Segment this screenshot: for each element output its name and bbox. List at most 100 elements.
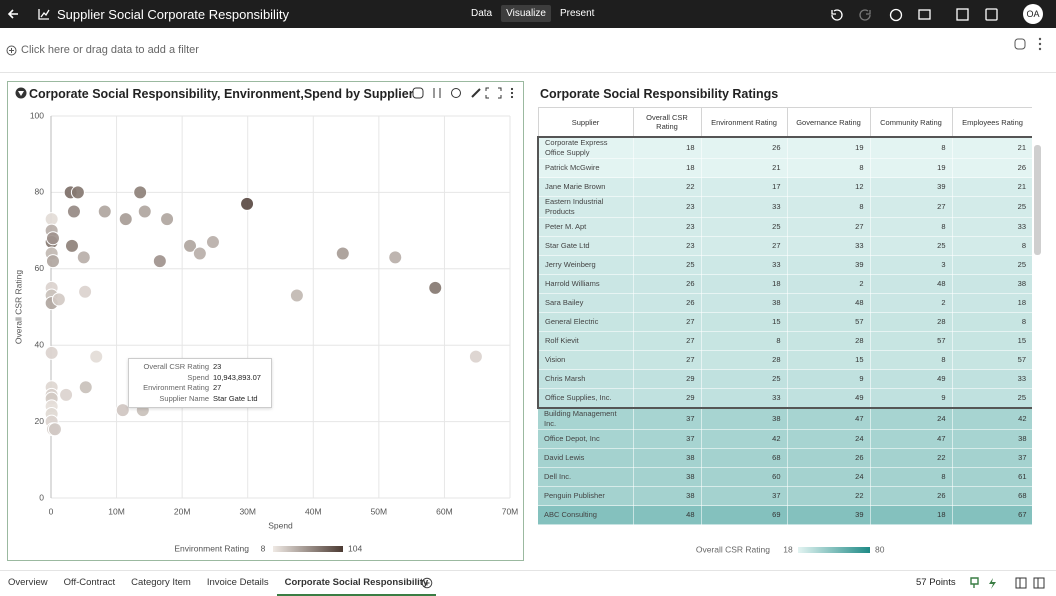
tooltip-row: Overall CSR Rating 23: [129, 362, 271, 373]
table-row[interactable]: Corporate Express Office Supply 18 26 19 8 21: [537, 136, 1032, 159]
legend-gradient: [798, 547, 870, 553]
mode-tab[interactable]: Visualize: [501, 5, 551, 22]
table-row[interactable]: Jerry Weinberg 25 33 39 3 25: [537, 255, 1032, 275]
rating-cell: 9: [787, 369, 871, 389]
table-row[interactable]: Dell Inc. 38 60 24 8 61: [538, 467, 1032, 487]
rating-cell: 17: [701, 177, 788, 197]
rating-cell: 8: [952, 312, 1032, 332]
footer-icons: [970, 577, 1045, 589]
scatter-point: [70, 185, 85, 200]
notes[interactable]: [918, 9, 931, 20]
rating-cell: 38: [952, 274, 1032, 294]
supplier-cell: Harrold Williams: [537, 274, 634, 294]
supplier-cell: Eastern Industrial Products: [537, 196, 634, 218]
rating-cell: 2: [787, 274, 871, 294]
scatter-point: [205, 235, 220, 250]
canvas-tab[interactable]: Overview: [8, 577, 48, 588]
filter-icons: [1014, 37, 1042, 51]
x-tick-label: 10M: [108, 506, 125, 516]
mode-tab[interactable]: Present: [559, 8, 595, 19]
rating-cell: 8: [870, 467, 953, 487]
supplier-cell: Sara Bailey: [537, 293, 634, 313]
table-row[interactable]: Jane Marie Brown 22 17 12 39 21: [537, 177, 1032, 197]
save[interactable]: [985, 8, 998, 21]
table-row[interactable]: Vision 27 28 15 8 57: [537, 350, 1032, 370]
rating-cell: 25: [952, 196, 1032, 218]
scatter-point: [240, 196, 255, 211]
supplier-cell: Jerry Weinberg: [537, 255, 634, 275]
rating-cell: 8: [701, 331, 788, 351]
add-tab[interactable]: [421, 577, 433, 589]
user-avatar[interactable]: OA: [1023, 4, 1043, 24]
table-row[interactable]: Star Gate Ltd 23 27 33 25 8: [537, 236, 1032, 256]
table-row[interactable]: Peter M. Apt 23 25 27 8 33: [537, 217, 1032, 237]
table-row[interactable]: Building Management Inc. 37 38 47 24 42: [538, 408, 1032, 430]
rating-cell: 15: [787, 350, 871, 370]
share[interactable]: [889, 8, 903, 22]
back-button[interactable]: [6, 7, 20, 21]
table-color-legend: Overall CSR Rating 18 80: [696, 544, 885, 554]
scatter-point: [76, 250, 91, 265]
rating-cell: 25: [633, 255, 702, 275]
table-row[interactable]: Harrold Williams 26 18 2 48 38: [537, 274, 1032, 294]
scatter-point: [183, 238, 198, 253]
x-tick-label: 70M: [502, 506, 519, 516]
table-row[interactable]: Office Supplies, Inc. 29 33 49 9 25: [537, 388, 1032, 409]
ratings-table: Supplier Overall CSR Rating Environment Ra…: [537, 107, 1032, 525]
scrollbar[interactable]: [1034, 145, 1041, 255]
rating-cell: 23: [633, 236, 702, 256]
table-row[interactable]: ABC Consulting 48 69 39 18 67: [538, 505, 1032, 525]
canvas-tab[interactable]: Category Item: [131, 577, 191, 588]
rating-cell: 28: [787, 331, 871, 351]
rating-cell: 21: [701, 158, 788, 178]
table-row[interactable]: Office Depot, Inc 37 42 24 47 38: [538, 429, 1032, 449]
supplier-cell: Building Management Inc.: [538, 408, 634, 430]
rating-cell: 39: [787, 255, 871, 275]
rating-cell: 25: [701, 369, 788, 389]
tooltip-label: Environment Rating: [143, 383, 209, 392]
y-tick-label: 60: [35, 263, 45, 273]
table-row[interactable]: David Lewis 38 68 26 22 37: [538, 448, 1032, 468]
export[interactable]: [956, 8, 969, 21]
table-row[interactable]: Sara Bailey 26 38 48 2 18: [537, 293, 1032, 313]
scatter-point: [47, 422, 62, 437]
rating-cell: 37: [701, 486, 788, 506]
legend-max: 80: [875, 544, 885, 554]
mode-tab[interactable]: Data: [471, 8, 493, 19]
mode-tabs: Data Visualize Present: [466, 5, 599, 22]
scatter-point: [468, 349, 483, 364]
supplier-cell: David Lewis: [538, 448, 634, 468]
redo[interactable]: [859, 9, 871, 21]
tooltip-label: Spend: [187, 372, 209, 382]
canvas-tab[interactable]: Off-Contract: [63, 577, 116, 588]
filter-placeholder[interactable]: Click here or drag data to add a filter: [21, 44, 199, 56]
scatter-point: [428, 280, 443, 295]
scatter-point: [51, 292, 66, 307]
rating-cell: 22: [633, 177, 702, 197]
table-row[interactable]: General Electric 27 15 57 28 8: [537, 312, 1032, 332]
add-filter-icon[interactable]: [6, 45, 17, 56]
tooltip-label: Supplier Name: [159, 393, 209, 403]
table-row[interactable]: Rolf Kievit 27 8 28 57 15: [537, 331, 1032, 351]
rating-cell: 22: [870, 448, 953, 468]
rating-cell: 57: [952, 350, 1032, 370]
table-row[interactable]: Penguin Publisher 38 37 22 26 68: [538, 486, 1032, 506]
scatter-point: [45, 231, 60, 246]
rating-cell: 42: [701, 429, 788, 449]
undo[interactable]: [831, 9, 843, 21]
scatter-point: [137, 204, 152, 219]
x-tick-label: 0: [49, 506, 54, 516]
canvas-tab[interactable]: Corporate Social Responsibility: [276, 571, 437, 596]
rating-cell: 61: [952, 467, 1032, 487]
table-row[interactable]: Patrick McGwire 18 21 8 19 26: [537, 158, 1032, 178]
table-row[interactable]: Chris Marsh 29 25 9 49 33: [537, 369, 1032, 389]
table-row[interactable]: Eastern Industrial Products 23 33 8 27 25: [537, 196, 1032, 218]
rating-cell: 28: [701, 350, 788, 370]
scatter-point: [89, 349, 104, 364]
scatter-point: [78, 380, 93, 395]
canvas-tab[interactable]: Invoice Details: [206, 577, 269, 588]
supplier-cell: Patrick McGwire: [537, 158, 634, 178]
scatter-point: [388, 250, 403, 265]
rating-cell: 38: [633, 486, 702, 506]
supplier-cell: General Electric: [537, 312, 634, 332]
